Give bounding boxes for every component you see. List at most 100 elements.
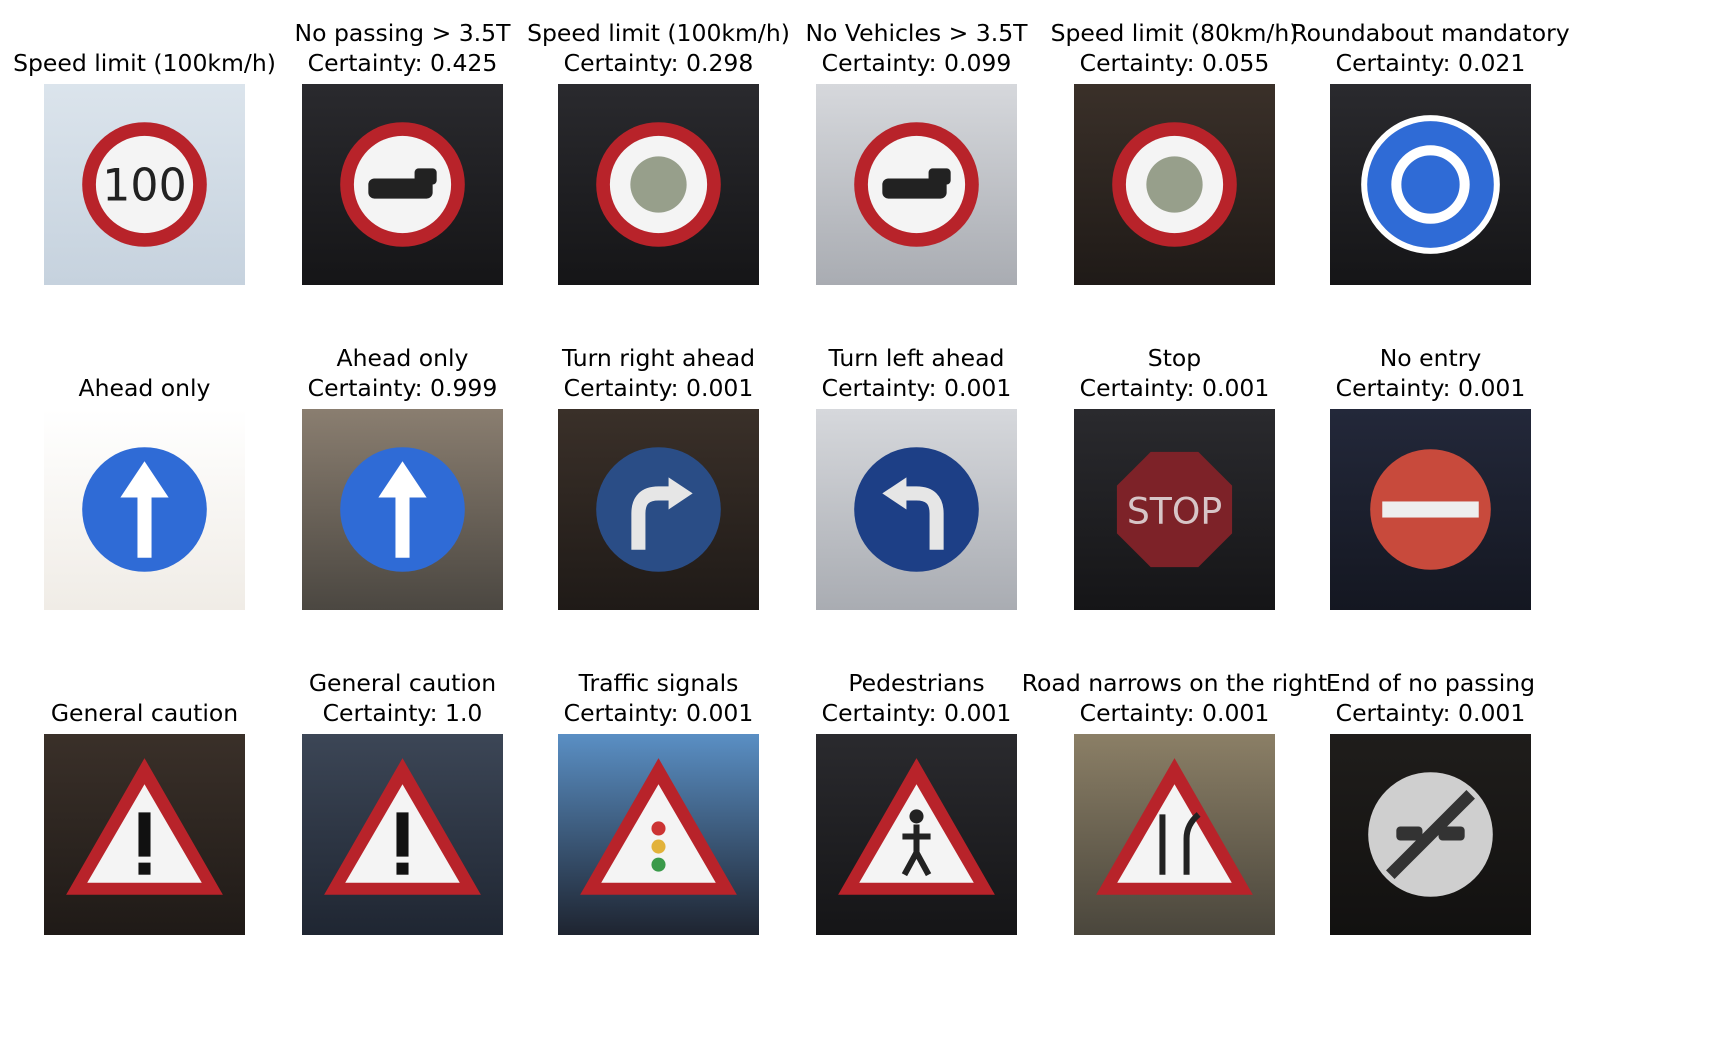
certainty-value: 0.999 (430, 374, 498, 402)
prediction-label: Roundabout mandatory Certainty: 0.021 (1220, 18, 1641, 78)
certainty-value: 0.001 (686, 699, 754, 727)
sign-class-name: General caution (50, 699, 239, 727)
sign-class-name: Stop (1147, 344, 1202, 372)
sign-image-canvas (816, 84, 1017, 285)
sign-class-name: No passing > 3.5T (294, 19, 511, 47)
sign-class-name: Traffic signals (578, 669, 739, 697)
sign-image (558, 84, 759, 285)
prediction-label: No passing > 3.5T Certainty: 0.425 (192, 18, 613, 78)
sign-image-canvas (1330, 734, 1531, 935)
sign-class-name: No Vehicles > 3.5T (805, 19, 1028, 47)
certainty-text: Certainty: 0.425 (192, 48, 613, 78)
sign-class-name: Turn right ahead (561, 344, 756, 372)
sign-image (1330, 409, 1531, 610)
sign-image (816, 409, 1017, 610)
prediction-label: Turn left ahead Certainty: 0.001 (706, 343, 1127, 403)
sign-class-name: Speed limit (100km/h) (13, 49, 276, 77)
sign-image-canvas (302, 409, 503, 610)
certainty-value: 0.001 (1458, 699, 1526, 727)
certainty-text: Certainty: 0.055 (964, 48, 1385, 78)
sign-image-canvas (1074, 734, 1275, 935)
ground-truth-label: Ahead only (0, 373, 355, 403)
sign-class-name: Ahead only (78, 374, 211, 402)
certainty-text: Certainty: 0.001 (964, 373, 1385, 403)
sign-class-name: No entry (1379, 344, 1482, 372)
sign-class-name: Road narrows on the right (1021, 669, 1328, 697)
certainty-value: 0.021 (1458, 49, 1526, 77)
traffic-sign-icon (596, 447, 721, 572)
traffic-sign-icon (1096, 758, 1253, 895)
certainty-text: Certainty: 0.001 (706, 373, 1127, 403)
prediction-label: No entry Certainty: 0.001 (1220, 343, 1641, 403)
prediction-label: Road narrows on the right Certainty: 0.00… (964, 668, 1385, 728)
certainty-text: Certainty: 0.001 (964, 698, 1385, 728)
prediction-label: Traffic signals Certainty: 0.001 (448, 668, 869, 728)
sign-image (302, 84, 503, 285)
certainty-label: Certainty: (821, 699, 945, 727)
prediction-label: Speed limit (100km/h) Certainty: 0.298 (448, 18, 869, 78)
traffic-sign-icon (854, 122, 979, 247)
sign-image (816, 84, 1017, 285)
ground-truth-label: Speed limit (100km/h) (0, 48, 355, 78)
sign-image-canvas (302, 84, 503, 285)
sign-class-name: Roundabout mandatory (1291, 19, 1570, 47)
sign-image-canvas (44, 409, 245, 610)
traffic-sign-icon (324, 758, 481, 895)
sign-image-canvas (1074, 84, 1275, 285)
traffic-sign-icon: 100 (82, 122, 207, 247)
sign-class-name: End of no passing (1325, 669, 1536, 697)
certainty-label: Certainty: (1079, 374, 1203, 402)
sign-image: 100 (44, 84, 245, 285)
sign-image-canvas (558, 409, 759, 610)
sign-image (558, 734, 759, 935)
certainty-label: Certainty: (821, 49, 945, 77)
ground-truth-label: General caution (0, 698, 355, 728)
prediction-label: No Vehicles > 3.5T Certainty: 0.099 (706, 18, 1127, 78)
certainty-text: Certainty: 1.0 (192, 698, 613, 728)
certainty-text: Certainty: 0.001 (706, 698, 1127, 728)
prediction-label: Ahead only Certainty: 0.999 (192, 343, 613, 403)
certainty-value: 1.0 (445, 699, 483, 727)
certainty-label: Certainty: (563, 374, 687, 402)
sign-class-name: Turn left ahead (828, 344, 1005, 372)
sign-image-canvas: STOP (1074, 409, 1275, 610)
traffic-sign-icon (596, 122, 721, 247)
prediction-label: Turn right ahead Certainty: 0.001 (448, 343, 869, 403)
traffic-sign-icon: STOP (1116, 451, 1233, 568)
traffic-sign-icon (1361, 115, 1500, 254)
prediction-label: Speed limit (80km/h) Certainty: 0.055 (964, 18, 1385, 78)
prediction-label: Pedestrians Certainty: 0.001 (706, 668, 1127, 728)
sign-class-name: Speed limit (100km/h) (527, 19, 790, 47)
sign-image (816, 734, 1017, 935)
traffic-sign-icon (1368, 772, 1493, 897)
sign-class-name: Ahead only (336, 344, 469, 372)
sign-image-canvas (1330, 409, 1531, 610)
certainty-text: Certainty: 0.021 (1220, 48, 1641, 78)
certainty-label: Certainty: (1079, 699, 1203, 727)
traffic-sign-icon (82, 447, 207, 572)
sign-image (302, 409, 503, 610)
prediction-label: General caution Certainty: 1.0 (192, 668, 613, 728)
certainty-value: 0.001 (686, 374, 754, 402)
sign-image (44, 409, 245, 610)
certainty-label: Certainty: (563, 49, 687, 77)
certainty-text: Certainty: 0.001 (1220, 698, 1641, 728)
traffic-sign-icon (1112, 122, 1237, 247)
certainty-value: 0.055 (1202, 49, 1270, 77)
sign-text: 100 (102, 161, 186, 212)
certainty-text: Certainty: 0.099 (706, 48, 1127, 78)
sign-image-canvas (816, 409, 1017, 610)
sign-image: STOP (1074, 409, 1275, 610)
certainty-label: Certainty: (821, 374, 945, 402)
certainty-text: Certainty: 0.999 (192, 373, 613, 403)
certainty-value: 0.001 (1202, 374, 1270, 402)
certainty-label: Certainty: (1335, 49, 1459, 77)
certainty-text: Certainty: 0.001 (1220, 373, 1641, 403)
sign-image (44, 734, 245, 935)
traffic-sign-icon (340, 447, 465, 572)
sign-image-canvas (558, 734, 759, 935)
certainty-label: Certainty: (1335, 374, 1459, 402)
traffic-sign-icon (854, 447, 979, 572)
sign-image (1330, 84, 1531, 285)
